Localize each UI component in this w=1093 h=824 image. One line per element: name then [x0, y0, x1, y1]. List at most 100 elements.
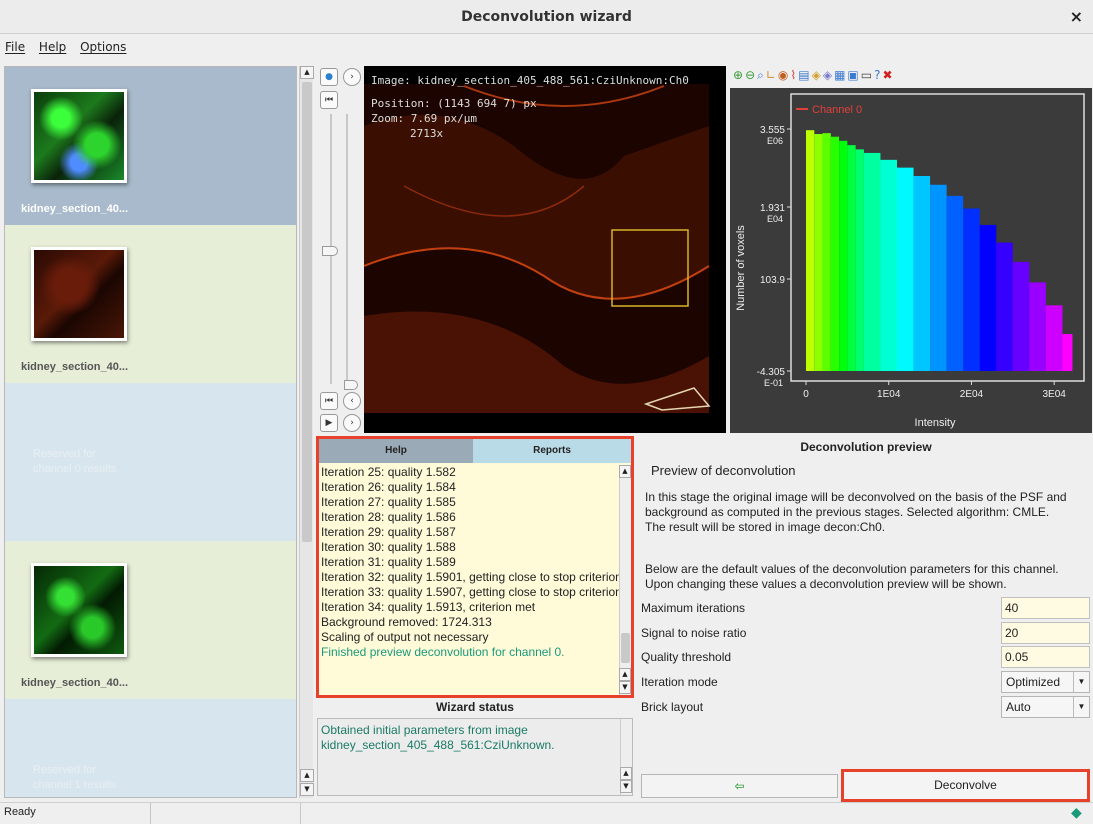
tab-help[interactable]: Help [319, 439, 473, 463]
image-viewer[interactable]: Image: kidney_section_405_488_561:CziUnk… [364, 66, 726, 433]
tag-icon[interactable]: ◈ [811, 68, 823, 82]
y-tick-label: 3.555 [760, 125, 785, 136]
menu-help[interactable]: Help [38, 40, 67, 54]
plot-frame [790, 93, 1085, 382]
histogram-bar [814, 134, 823, 371]
tab-reports[interactable]: Reports [473, 439, 631, 463]
image-label: kidney_section_40... [21, 361, 128, 373]
histogram-bar [946, 195, 964, 371]
viewer-image-name: Image: kidney_section_405_488_561:CziUnk… [371, 74, 689, 87]
orientation-indicator [643, 387, 711, 411]
histogram-bar [847, 145, 856, 371]
log-line: Iteration 30: quality 1.588 [321, 540, 456, 554]
max-iterations-input[interactable]: 40 [1001, 597, 1090, 619]
x-axis-label: Intensity [915, 417, 956, 429]
deconvolve-button[interactable]: Deconvolve [841, 769, 1090, 802]
histogram-bar [1012, 261, 1030, 371]
histogram-bar [880, 159, 897, 371]
image-item-2[interactable]: kidney_section_40... [5, 225, 296, 383]
histogram-bar [830, 136, 840, 371]
menu-options[interactable]: Options [80, 40, 127, 54]
scroll-down-icon[interactable]: ▼ [620, 780, 632, 793]
y-tick-label: 103.9 [760, 275, 785, 286]
snr-input[interactable]: 20 [1001, 622, 1090, 644]
histogram-bar [897, 167, 914, 371]
tag2-icon[interactable]: ◈ [822, 68, 835, 82]
param-label-max-iterations: Maximum iterations [641, 601, 746, 615]
zoom-icon[interactable]: ⌕ [757, 68, 766, 82]
log-line: Iteration 34: quality 1.5913, criterion … [321, 600, 536, 614]
step-back-icon[interactable]: ‹ [343, 392, 361, 410]
scroll-thumb[interactable] [302, 82, 312, 542]
image-thumbnail [31, 247, 127, 341]
reserved-label: Reserved for channel 1 results [33, 764, 117, 791]
back-button[interactable]: ⇦ [641, 774, 838, 798]
wizard-status-scrollbar[interactable]: ▲ ▼ [620, 719, 632, 795]
log-line: Iteration 27: quality 1.585 [321, 495, 456, 509]
next-icon[interactable]: › [343, 68, 361, 86]
scroll-up-icon[interactable]: ▲ [300, 66, 314, 79]
back-arrow-icon: ⇦ [734, 779, 745, 793]
log-line: Iteration 31: quality 1.589 [321, 555, 456, 569]
histogram-bar [855, 149, 864, 371]
y-tick-exponent: E04 [767, 214, 783, 224]
step-forward-icon[interactable]: › [343, 414, 361, 432]
zoom-slider-track[interactable] [346, 114, 348, 384]
image-list-scrollbar[interactable]: ▲ ▲ ▼ [299, 66, 314, 798]
histogram-bar [930, 184, 947, 371]
menu-file[interactable]: File [5, 40, 26, 54]
axes-icon[interactable]: ∟ [765, 68, 778, 82]
slice-slider-handle[interactable] [322, 246, 338, 256]
report-log-scrollbar[interactable]: ▲ ▲ ▼ [619, 465, 631, 695]
histogram-bar [979, 224, 997, 371]
log-line: Background removed: 1724.313 [321, 615, 492, 629]
close-plot-icon[interactable]: ✖ [882, 68, 895, 82]
image-thumbnail [31, 563, 127, 657]
scroll-up-icon[interactable]: ▲ [619, 465, 631, 478]
zoom-in-icon[interactable]: ⊕ [733, 68, 746, 82]
log-line: Iteration 32: quality 1.5901, getting cl… [321, 570, 622, 584]
reserved-slot-channel-0: Reserved for channel 0 results [5, 383, 296, 541]
scroll-down-icon[interactable]: ▼ [300, 783, 314, 796]
histogram-chart[interactable]: Channel 0 3.555 E06 1.931 E04 103.9 -4.305 E-0… [730, 88, 1092, 433]
chart-icon[interactable]: ▤ [798, 68, 812, 82]
skip-back-icon[interactable]: ⏮ [320, 392, 338, 410]
chevron-down-icon[interactable]: ▼ [1073, 697, 1089, 717]
help-icon[interactable]: ? [874, 68, 883, 82]
palette-icon[interactable]: ◉ [777, 68, 791, 82]
mode-dot-icon[interactable]: ● [320, 68, 338, 86]
log-line: Iteration 25: quality 1.582 [321, 465, 456, 479]
image-item-1[interactable]: kidney_section_40... [5, 67, 296, 225]
chevron-down-icon[interactable]: ▼ [1073, 672, 1089, 692]
log-line: Iteration 29: quality 1.587 [321, 525, 456, 539]
ps-icon[interactable]: ▭ [860, 68, 875, 82]
zoom-slider-handle[interactable] [344, 380, 358, 390]
x-tick-label: 1E04 [877, 389, 901, 400]
scroll-up-icon[interactable]: ▲ [620, 767, 632, 780]
viewer-zoom: Zoom: 7.69 px/µm [371, 112, 477, 125]
image-thumbnail [31, 89, 127, 183]
brick-layout-select[interactable]: Auto ▼ [1001, 696, 1090, 718]
param-label-quality-threshold: Quality threshold [641, 650, 732, 664]
table-icon[interactable]: ▦ [834, 68, 848, 82]
close-button[interactable]: × [1069, 7, 1083, 26]
y-tick-label: -4.305 [757, 367, 786, 378]
iteration-mode-select[interactable]: Optimized ▼ [1001, 671, 1090, 693]
plot-icon[interactable]: ⌇ [790, 68, 799, 82]
viewer-zoom-factor: 2713x [410, 127, 444, 140]
scroll-up-icon[interactable]: ▲ [300, 769, 314, 782]
log-line: Iteration 28: quality 1.586 [321, 510, 456, 524]
zoom-out-icon[interactable]: ⊖ [745, 68, 758, 82]
image-item-3[interactable]: kidney_section_40... [5, 541, 296, 699]
print-icon[interactable]: ▣ [847, 68, 861, 82]
scroll-down-icon[interactable]: ▼ [619, 681, 631, 694]
scroll-up-icon[interactable]: ▲ [619, 668, 631, 681]
skip-start-icon[interactable]: ⏮ [320, 91, 338, 109]
status-bar: Ready ◆ [0, 802, 1093, 824]
log-line: Iteration 33: quality 1.5907, getting cl… [321, 585, 622, 599]
quality-threshold-input[interactable]: 0.05 [1001, 646, 1090, 668]
menu-bar: File Help Options [0, 34, 1093, 60]
play-icon[interactable]: ▶ [320, 414, 338, 432]
scroll-thumb[interactable] [621, 633, 630, 663]
status-divider [300, 803, 301, 824]
